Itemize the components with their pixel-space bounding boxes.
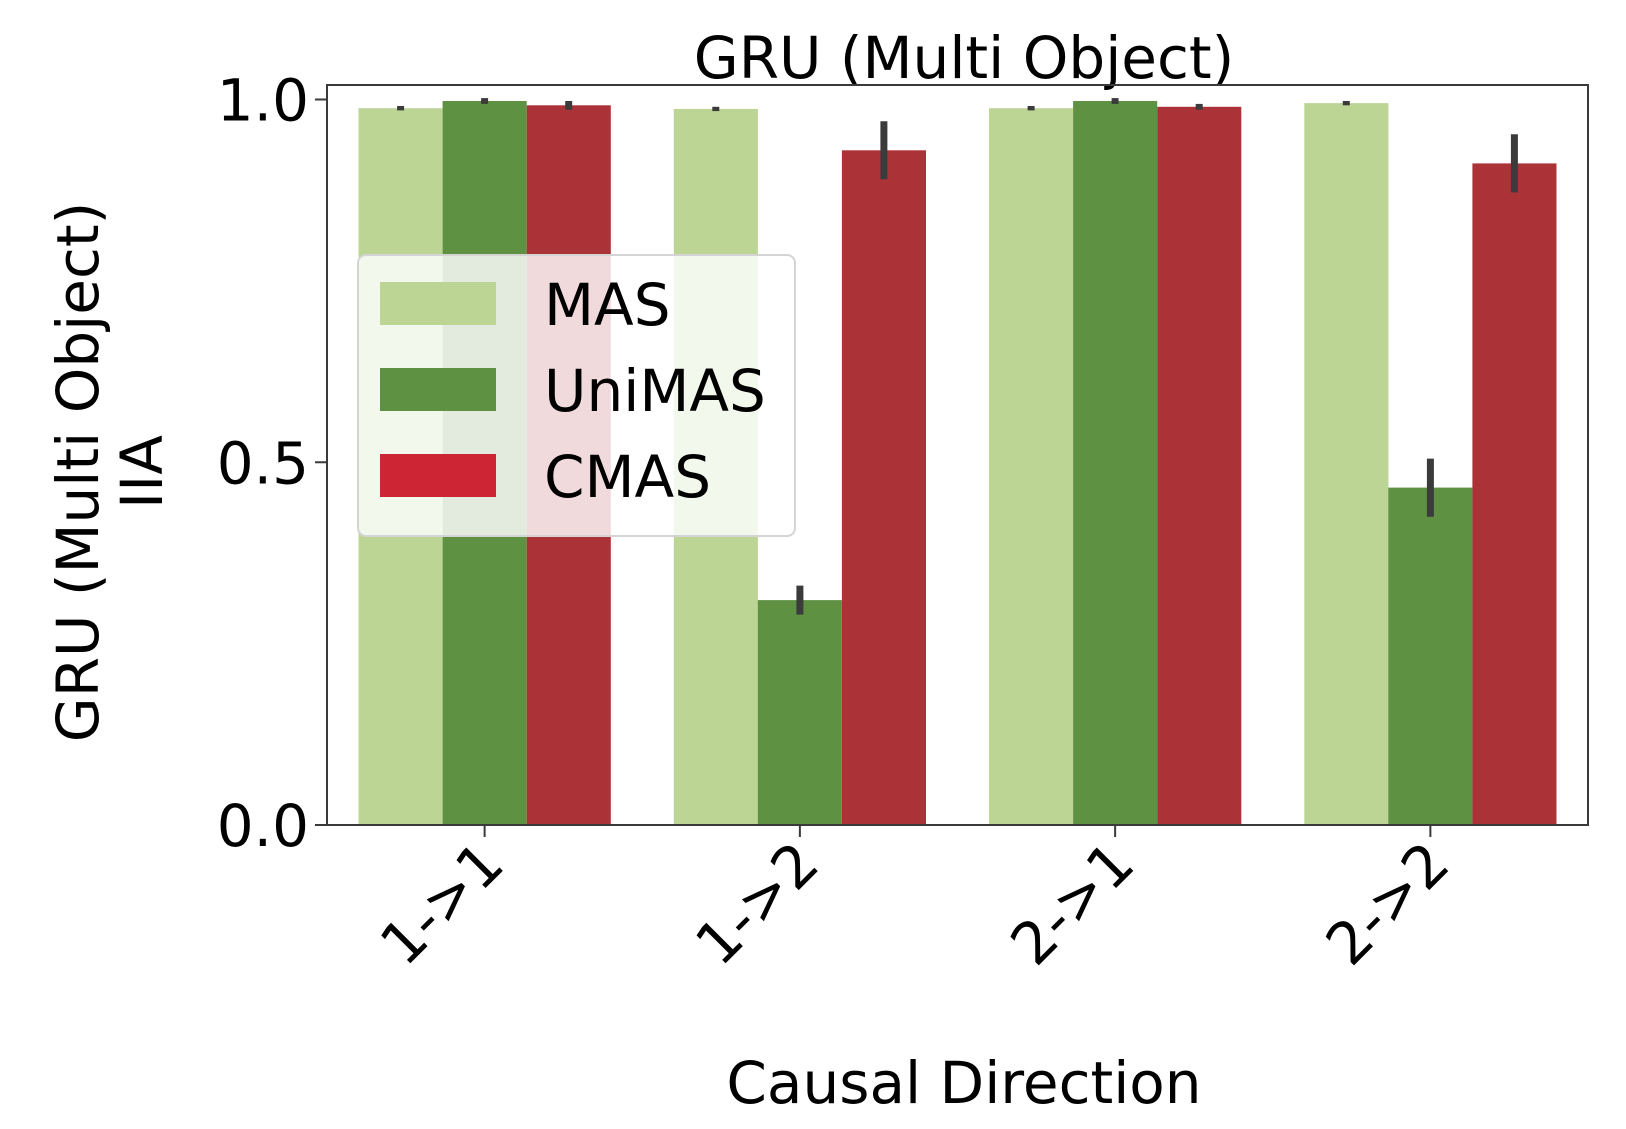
y-tick-label: 0.0 (217, 792, 309, 860)
axes-group (326, 84, 1589, 826)
legend: MAS UniMAS CMAS (357, 254, 796, 537)
x-ticks-group: 1->1 1->2 2->1 2->2 (367, 825, 1462, 978)
bar-cmas-2 (841, 150, 926, 826)
y-ticks-group: 0.0 0.5 1.0 (217, 67, 327, 860)
legend-swatch-cmas (380, 454, 496, 497)
y-tick-label: 0.5 (217, 429, 309, 497)
legend-swatch-mas (380, 282, 496, 325)
bar-unimas-4 (1388, 487, 1473, 825)
bar-cmas-4 (1472, 163, 1557, 825)
bar-cmas-3 (1157, 106, 1242, 826)
bar-mas-4 (1304, 103, 1389, 826)
chart-title: GRU (Multi Object) (694, 24, 1235, 92)
y-axis-label-line-2: IIA (108, 435, 176, 509)
x-tick-label: 1->1 (367, 829, 516, 978)
bar-unimas-2 (757, 600, 842, 825)
y-axis-label-line-1: GRU (Multi Object) (44, 202, 112, 743)
x-tick-label: 1->2 (682, 829, 831, 978)
legend-swatch-unimas (380, 368, 496, 411)
error-bars-group (397, 98, 1518, 615)
x-tick-label: 2->2 (1313, 829, 1462, 978)
bar-mas-3 (989, 108, 1074, 825)
x-axis-label: Causal Direction (726, 1049, 1201, 1117)
legend-label-mas: MAS (544, 271, 671, 339)
y-tick-label: 1.0 (217, 67, 309, 135)
bar-unimas-3 (1073, 101, 1158, 825)
legend-label-unimas: UniMAS (544, 357, 766, 425)
legend-label-cmas: CMAS (544, 443, 711, 511)
plot-frame (326, 84, 1589, 826)
x-tick-label: 2->1 (998, 829, 1147, 978)
